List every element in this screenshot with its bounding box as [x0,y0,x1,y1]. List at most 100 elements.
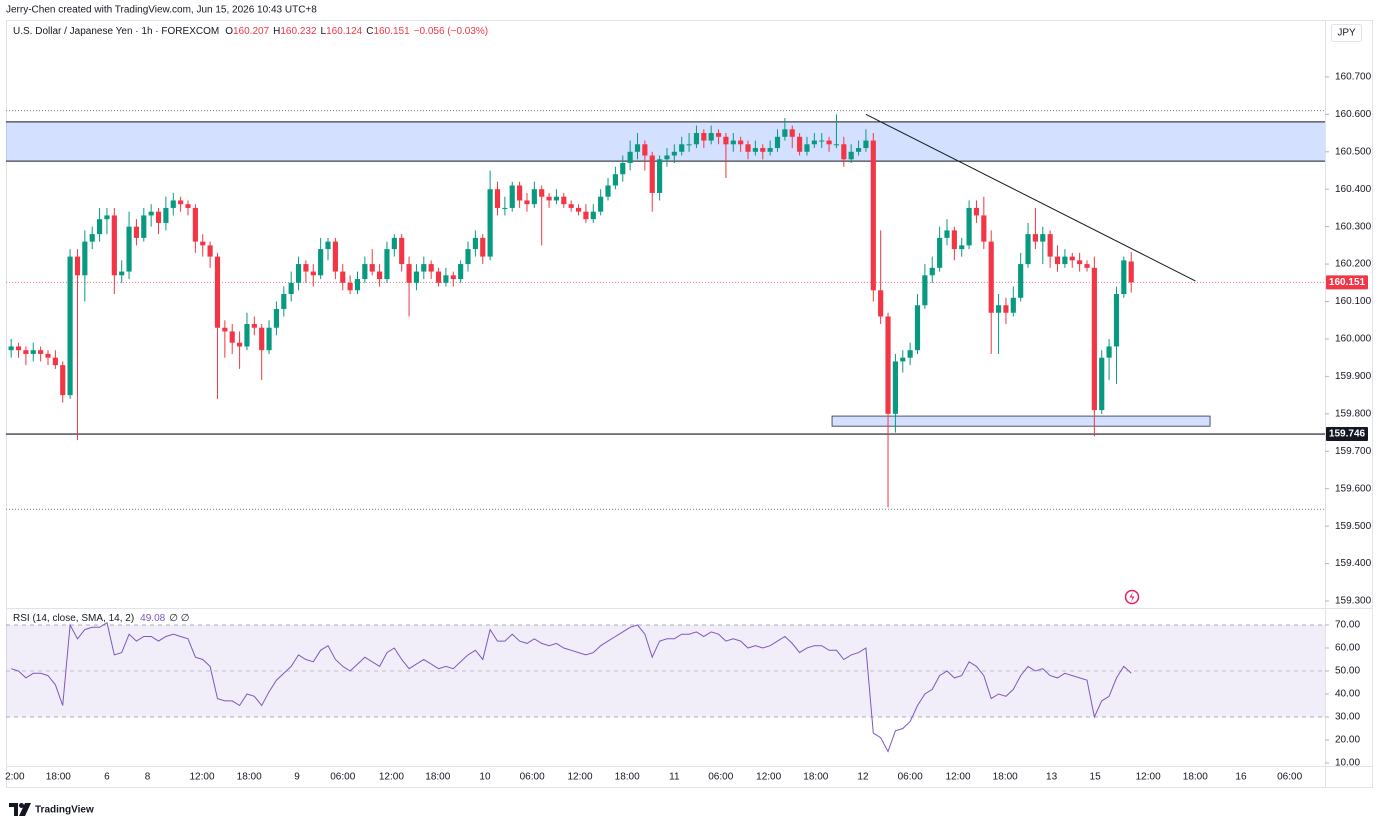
candle-body [715,133,722,137]
candle-body [384,249,390,280]
x-tick-label: 15 [1090,772,1102,783]
candle-body [1091,267,1097,411]
candle-body [141,215,147,238]
candle-body [288,282,294,295]
candle-body [951,230,957,250]
y-tick-label: 40.00 [1335,689,1360,700]
candle-body [155,211,162,223]
candle-body [30,350,36,354]
candle-body [259,327,265,351]
candle-body [295,264,302,283]
candle-body [708,133,714,141]
y-tick-label: 70.00 [1335,620,1360,631]
candle-body [959,245,965,250]
price-tag-label: 159.746 [1329,429,1366,440]
candle-body [443,275,449,283]
candle-body [1128,261,1134,283]
x-tick-label: 18:00 [1183,772,1208,783]
candle-body [465,249,471,265]
candle-body [502,207,508,209]
icon-bolt[interactable] [1129,592,1135,602]
candle-body [664,155,670,160]
candle-body [45,353,51,358]
candle-body [1018,264,1024,298]
candle-body [251,323,257,328]
candle-body [914,305,921,351]
candle-body [126,226,132,272]
logo-dot [19,803,24,808]
candle-body [789,129,795,137]
x-tick-label: 12:00 [756,772,781,783]
candle-body [1069,256,1075,261]
candle-body [517,185,523,201]
icon-circle[interactable] [1124,589,1140,605]
candle-body [325,241,331,250]
legend-value: 160.151 [373,26,410,37]
rsi-band [6,624,1325,717]
candle-body [111,215,117,276]
candle-body [833,144,840,146]
x-tick-label: 06:00 [520,772,545,783]
candle-body [819,140,825,142]
candle-body [634,144,641,152]
candle-body [723,136,729,145]
candle-body [318,249,324,276]
candle-body [472,237,478,250]
x-tick-label: 18:00 [46,772,71,783]
candle-body [244,323,250,347]
candle-body [590,211,596,220]
candle-body [598,196,604,212]
candle-body [568,204,574,208]
candle-body [237,342,243,347]
rsi-line [11,621,1132,753]
currency-box[interactable] [1331,24,1362,42]
x-tick-label: 2:00 [5,772,25,783]
candle-body [878,290,884,317]
candle-body [804,144,810,152]
candle-body [119,271,125,276]
candle-body [391,237,397,250]
x-tick-label: 8 [145,772,151,783]
candle-body [148,211,154,216]
candle-body [8,346,14,351]
candle-body [133,226,140,238]
price-tag [1326,275,1368,290]
candle-body [583,211,589,220]
candle-body [178,200,184,205]
candle-body [97,219,103,235]
candle-body [892,361,898,414]
main-legend: U.S. Dollar / Japanese Yen · 1h · FOREXC… [13,26,488,37]
rsi-value: 49.08 [140,613,165,624]
x-tick-label: 12:00 [946,772,971,783]
candle-body [163,207,169,223]
candle-body [15,346,22,351]
candle-body [620,163,626,175]
candle-body [612,174,618,186]
legend-value: 160.207 [233,26,270,37]
candle-body [1040,234,1046,242]
trendline [865,113,1196,282]
replay-icon[interactable] [1124,589,1140,605]
candle-body [273,309,280,328]
candle-body [1010,297,1016,313]
candle-body [774,136,781,149]
candle-body [104,215,110,220]
candle-body [480,237,486,257]
candle-body [900,357,906,362]
y-tick-label: 160.000 [1335,334,1372,345]
candle-body [399,237,405,265]
candle-body [1032,234,1038,242]
y-tick-label: 160.300 [1335,221,1372,232]
x-tick-label: 18:00 [803,772,828,783]
candle-body [487,189,493,257]
candle-body [848,151,854,160]
candle-body [89,234,95,242]
legend-key: O [225,26,233,37]
candle-body [60,365,66,396]
x-tick-label: 12:00 [379,772,404,783]
candle-body [539,189,545,197]
currency[interactable]: JPY [1337,28,1356,39]
candle-body [745,144,751,152]
y-tick-label: 160.200 [1335,259,1372,270]
candle-body [1121,260,1127,295]
